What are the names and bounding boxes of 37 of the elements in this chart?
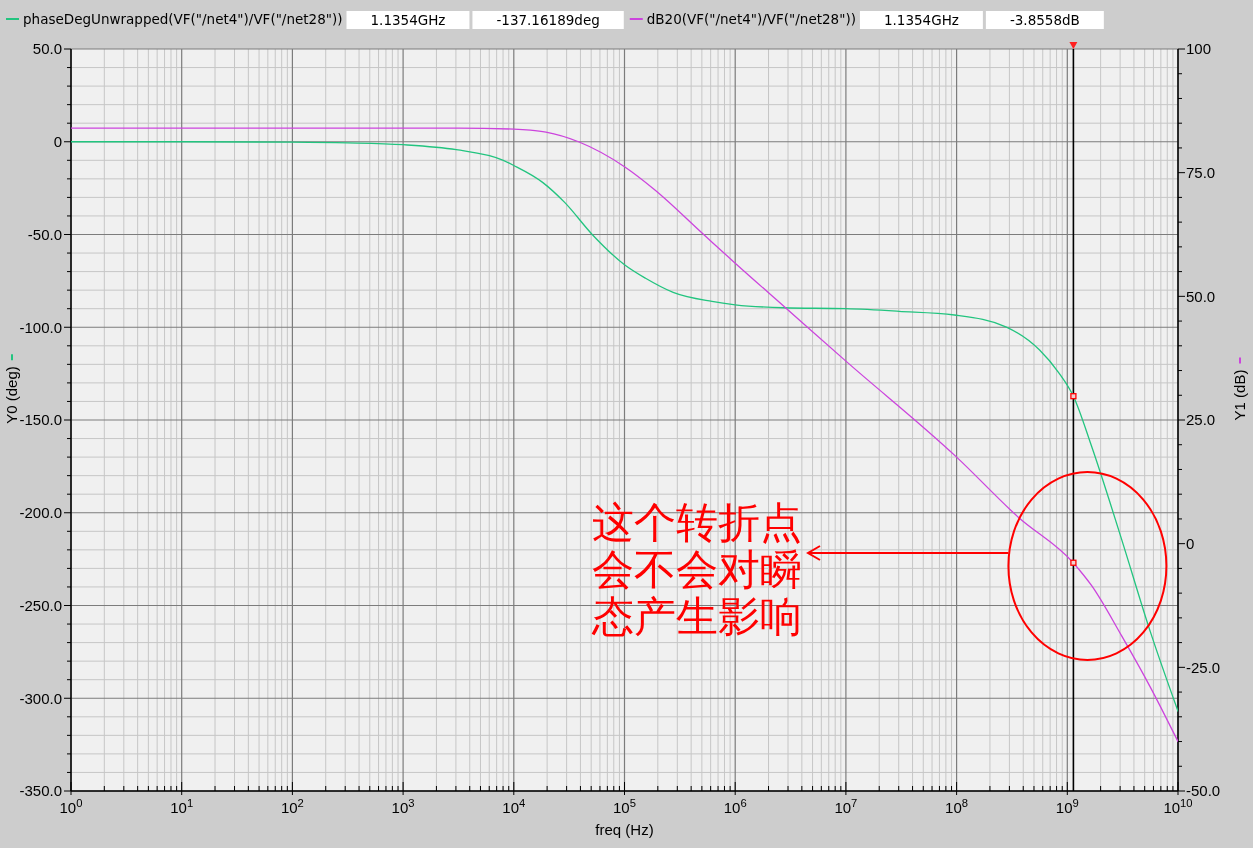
- y2-tick-label: 25.0: [1186, 411, 1216, 429]
- x-tick-label: 10$^{9}$: [1055, 797, 1079, 816]
- y-tick-label: -200.0: [19, 504, 62, 521]
- text: 1.1354GHz: [883, 12, 959, 28]
- y2-tick-label: 100: [1186, 40, 1212, 58]
- x-tick-label: 10$^{5}$: [613, 797, 636, 816]
- y-tick-label: 50.0: [32, 40, 62, 58]
- y-tick-label: -150.0: [19, 411, 62, 429]
- x-tick-label: 10$^{4}$: [502, 797, 526, 816]
- y-tick-label: -350.0: [19, 782, 62, 800]
- x-tick-label: 10$^{10}$: [1163, 797, 1193, 816]
- text: -137.16189deg: [496, 12, 600, 28]
- legend-label: dB20(VF("/net4")/VF("/net28")): [646, 11, 856, 27]
- y-axis-title: Y0 (deg): [3, 366, 21, 424]
- annotation: 这个转折点会不会对瞬态产生影响: [591, 500, 802, 640]
- y-tick-label: -50.0: [27, 225, 62, 243]
- y2-tick-label: 50.0: [1186, 287, 1216, 305]
- x-axis-title: freq (Hz): [595, 821, 654, 838]
- y2-tick-label: -50.0: [1186, 782, 1221, 800]
- y2-tick-label: 75.0: [1186, 163, 1216, 181]
- x-tick-label: 10$^{6}$: [723, 797, 747, 816]
- x-tick-label: 10$^{1}$: [170, 797, 194, 816]
- x-tick-label: 10$^{2}$: [280, 797, 304, 816]
- x-tick-label: 10$^{0}$: [59, 797, 83, 816]
- x-tick-label: 10$^{3}$: [391, 797, 415, 816]
- x-tick-label: 10$^{7}$: [834, 797, 858, 816]
- y-tick-label: -300.0: [19, 689, 62, 707]
- text: 1.1354GHz: [370, 12, 446, 28]
- y2-tick-label: 0: [1186, 534, 1195, 552]
- y2-tick-label: -25.0: [1186, 658, 1221, 676]
- y-tick-label: -100.0: [19, 318, 62, 336]
- y-tick-label: 0: [53, 133, 62, 150]
- y2-axis-title: Y1 (dB): [1231, 369, 1249, 421]
- legend-label: phaseDegUnwrapped(VF("/net4")/VF("/net28")): [23, 11, 343, 27]
- text: -3.8558dB: [1009, 12, 1080, 28]
- y-tick-label: -250.0: [19, 596, 62, 614]
- x-tick-label: 10$^{8}$: [945, 797, 969, 816]
